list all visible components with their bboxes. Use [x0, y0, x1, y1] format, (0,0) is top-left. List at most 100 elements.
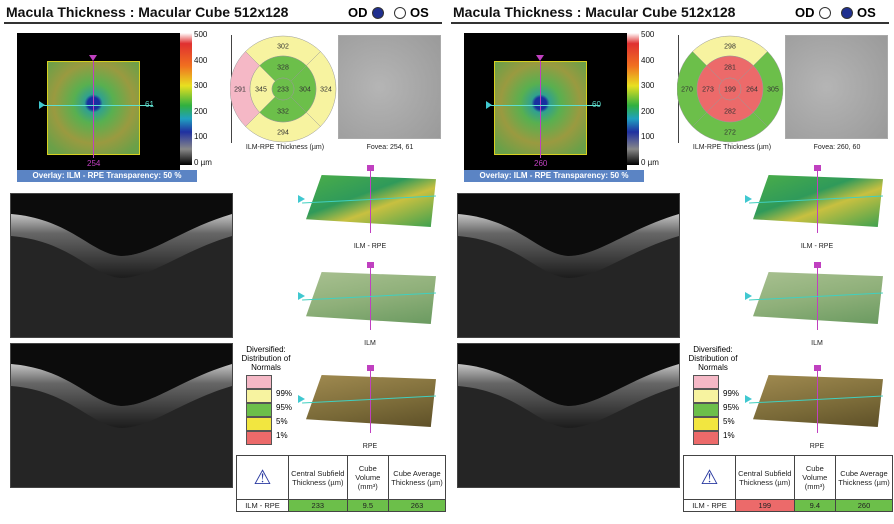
h-line-handle[interactable] [39, 101, 45, 109]
colorbar-tick: 100 [641, 132, 655, 141]
od-radio-dot[interactable] [371, 6, 384, 19]
3d-map-1[interactable] [298, 262, 440, 332]
fovea-label: Fovea: 260, 60 [813, 144, 861, 151]
legend-swatch [246, 375, 272, 389]
h-marker-handle[interactable] [298, 195, 305, 203]
thickness-heatmap[interactable]: 60 260 [464, 33, 627, 170]
os-radio-dot[interactable] [841, 6, 853, 19]
legend-swatch [246, 403, 272, 417]
bscan-vertical[interactable] [457, 343, 680, 488]
legend-swatch [693, 417, 719, 431]
bscan-vertical[interactable] [10, 343, 233, 488]
h-marker-handle[interactable] [745, 395, 752, 403]
od-radio[interactable]: OD [795, 5, 831, 20]
v-marker-handle[interactable] [367, 365, 374, 371]
etdrs-grid[interactable]: 233 328 302 304 324 332 294 345 291 [230, 33, 338, 145]
3d-map-label: ILM [811, 340, 823, 347]
etdrs-center-value: 199 [724, 87, 736, 94]
od-radio[interactable]: OD [348, 5, 384, 20]
v-marker-handle[interactable] [367, 262, 374, 268]
normals-legend: Diversified: Distribution of Normals 99%… [687, 345, 742, 445]
3d-map-label: ILM - RPE [800, 243, 834, 250]
v-line-handle[interactable] [89, 55, 97, 61]
table-value: 199 [735, 499, 795, 512]
colorbar-tick: 500 [194, 30, 208, 39]
colorbar-tick: 300 [641, 81, 655, 90]
table-header: Cube Volume (mm³) [346, 455, 390, 500]
h-marker-handle[interactable] [745, 292, 752, 300]
legend-swatch [246, 389, 272, 403]
etdrs-outer-nasal-value: 324 [320, 87, 332, 94]
legend-mark: 5% [276, 417, 288, 426]
etdrs-outer-temporal-value: 270 [681, 87, 693, 94]
fundus-image[interactable] [785, 35, 888, 139]
etdrs-inner-inferior-value: 332 [277, 109, 289, 116]
row-label: ILM - RPE [236, 499, 289, 512]
legend-swatch [693, 389, 719, 403]
h-line [43, 105, 153, 106]
v-marker-line [817, 167, 818, 233]
table-value: 260 [835, 499, 893, 512]
v-marker-handle[interactable] [814, 165, 821, 171]
etdrs-label: ILM-RPE Thickness (µm) [245, 144, 325, 151]
h-line-label: 60 [592, 100, 601, 109]
panel-title: Macula Thickness : Macular Cube 512x128 [453, 4, 736, 20]
colorbar-tick: 400 [194, 55, 208, 65]
bscan-horizontal[interactable] [10, 193, 233, 338]
etdrs-center [718, 77, 742, 101]
header-divider [4, 22, 442, 24]
etdrs-inner-nasal-value: 264 [746, 87, 758, 94]
legend-mark: 95% [276, 403, 293, 412]
h-marker-handle[interactable] [298, 395, 305, 403]
v-line-handle[interactable] [536, 55, 544, 61]
thickness-heatmap[interactable]: 61 254 [17, 33, 180, 170]
etdrs-outer-superior-value: 302 [277, 44, 289, 51]
3d-map-2[interactable] [745, 365, 887, 435]
overlay-label: Overlay: ILM - RPE Transparency: 50 % [464, 170, 644, 182]
warning-icon: ⚠ [683, 455, 736, 500]
etdrs-outer-inferior-value: 272 [724, 130, 736, 137]
3d-map-0[interactable] [745, 165, 887, 235]
v-marker-handle[interactable] [814, 365, 821, 371]
od-radio-dot[interactable] [818, 6, 831, 19]
3d-map-label: RPE [809, 443, 825, 450]
table-value: 9.5 [346, 499, 390, 512]
os-label: OS [857, 5, 876, 20]
etdrs-outer-superior-value: 298 [724, 44, 736, 51]
colorbar-tick: 100 [194, 132, 208, 141]
etdrs-outer-inferior-value: 294 [277, 130, 289, 137]
3d-map-0[interactable] [298, 165, 440, 235]
v-marker-handle[interactable] [367, 165, 374, 171]
3d-map-2[interactable] [298, 365, 440, 435]
h-marker-handle[interactable] [298, 292, 305, 300]
etdrs-center-value: 233 [277, 87, 289, 94]
legend-mark: 1% [723, 431, 735, 440]
table-header: Central Subfield Thickness (µm) [735, 455, 795, 500]
colorbar-tick: 300 [194, 81, 208, 90]
fundus-image[interactable] [338, 35, 441, 139]
etdrs-inner-temporal-value: 345 [255, 87, 267, 94]
etdrs-grid[interactable]: 199 281 298 264 305 282 272 273 270 [677, 33, 785, 145]
3d-map-1[interactable] [745, 262, 887, 332]
legend-mark: 95% [723, 403, 740, 412]
h-marker-handle[interactable] [745, 195, 752, 203]
row-label: ILM - RPE [683, 499, 736, 512]
os-radio-dot[interactable] [394, 6, 406, 19]
os-radio[interactable]: OS [841, 5, 876, 20]
summary-table: ⚠ Central Subfield Thickness (µm) Cube Vo… [236, 455, 446, 512]
h-line-handle[interactable] [486, 101, 492, 109]
fovea-label: Fovea: 254, 61 [366, 144, 414, 151]
os-label: OS [410, 5, 429, 20]
colorbar-tick: 200 [641, 106, 655, 116]
v-marker-line [370, 367, 371, 433]
bscan-horizontal[interactable] [457, 193, 680, 338]
table-value: 233 [288, 499, 348, 512]
table-header: Central Subfield Thickness (µm) [288, 455, 348, 500]
etdrs-center [271, 77, 295, 101]
legend-mark: 5% [723, 417, 735, 426]
v-marker-handle[interactable] [814, 262, 821, 268]
os-radio[interactable]: OS [394, 5, 429, 20]
legend-mark: 1% [276, 431, 288, 440]
eye-panel-od: Macula Thickness : Macular Cube 512x128 … [4, 4, 446, 512]
eye-panel-os: Macula Thickness : Macular Cube 512x128 … [447, 0, 894, 524]
